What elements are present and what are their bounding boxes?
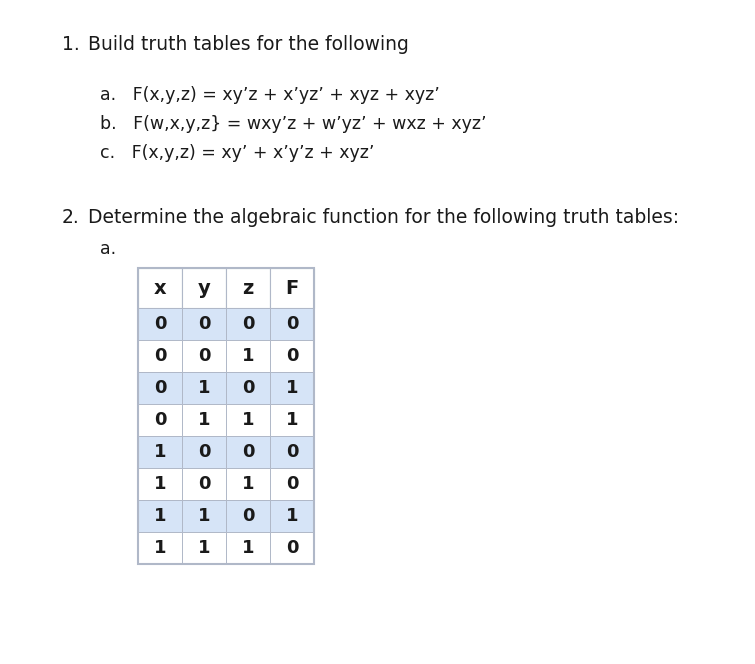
Bar	[138, 372, 182, 404]
Text: x: x	[154, 278, 166, 297]
Bar	[138, 340, 182, 372]
Text: 0: 0	[285, 443, 298, 461]
Text: b.   F(w,x,y,z} = wxy’z + w’yz’ + wxz + xyz’: b. F(w,x,y,z} = wxy’z + w’yz’ + wxz + xy…	[100, 115, 486, 133]
Bar	[226, 468, 270, 500]
Bar	[270, 532, 314, 564]
Bar	[182, 436, 226, 468]
Bar	[226, 500, 270, 532]
Text: z: z	[242, 278, 254, 297]
Bar	[270, 436, 314, 468]
Text: 1: 1	[198, 411, 210, 429]
Bar	[182, 372, 226, 404]
Text: 0: 0	[285, 475, 298, 493]
Text: 0: 0	[242, 315, 254, 333]
Bar	[270, 372, 314, 404]
Text: 0: 0	[285, 539, 298, 557]
Text: 1: 1	[154, 507, 166, 525]
Text: 0: 0	[154, 315, 166, 333]
Bar	[138, 404, 182, 436]
Bar	[138, 436, 182, 468]
Text: 1: 1	[154, 539, 166, 557]
Text: a.   F(x,y,z) = xy’z + x’yz’ + xyz + xyz’: a. F(x,y,z) = xy’z + x’yz’ + xyz + xyz’	[100, 86, 439, 104]
Text: 1: 1	[242, 475, 254, 493]
Text: 1: 1	[154, 443, 166, 461]
Bar	[226, 404, 270, 436]
Text: 0: 0	[198, 443, 210, 461]
Bar	[270, 308, 314, 340]
Bar	[182, 404, 226, 436]
Text: 0: 0	[198, 315, 210, 333]
Bar	[138, 308, 182, 340]
Bar	[182, 268, 226, 308]
Bar	[226, 372, 270, 404]
Text: 1: 1	[285, 379, 298, 397]
Text: 1: 1	[285, 411, 298, 429]
Bar	[270, 404, 314, 436]
Bar	[138, 500, 182, 532]
Bar	[138, 468, 182, 500]
Bar	[138, 532, 182, 564]
Text: 0: 0	[154, 411, 166, 429]
Bar	[270, 268, 314, 308]
Text: F: F	[285, 278, 299, 297]
Text: 0: 0	[242, 443, 254, 461]
Text: 1: 1	[242, 539, 254, 557]
Bar	[226, 340, 270, 372]
Bar	[270, 500, 314, 532]
Text: Determine the algebraic function for the following truth tables:: Determine the algebraic function for the…	[88, 208, 680, 227]
Text: 1.: 1.	[62, 35, 80, 54]
Text: y: y	[198, 278, 211, 297]
Bar	[226, 268, 270, 308]
Text: 0: 0	[242, 507, 254, 525]
Bar	[138, 268, 182, 308]
Text: 1: 1	[198, 507, 210, 525]
Text: 0: 0	[198, 347, 210, 365]
Text: 0: 0	[198, 475, 210, 493]
Text: 0: 0	[285, 315, 298, 333]
Bar	[138, 268, 314, 564]
Text: 0: 0	[242, 379, 254, 397]
Text: 1: 1	[242, 411, 254, 429]
Bar	[270, 468, 314, 500]
Bar	[182, 532, 226, 564]
Text: 1: 1	[198, 539, 210, 557]
Bar	[226, 436, 270, 468]
Bar	[182, 500, 226, 532]
Text: 1: 1	[198, 379, 210, 397]
Bar	[182, 308, 226, 340]
Text: a.: a.	[100, 240, 116, 258]
Bar	[182, 340, 226, 372]
Bar	[226, 308, 270, 340]
Text: 0: 0	[154, 379, 166, 397]
Text: 0: 0	[154, 347, 166, 365]
Text: 0: 0	[285, 347, 298, 365]
Bar	[226, 532, 270, 564]
Bar	[182, 468, 226, 500]
Text: 1: 1	[154, 475, 166, 493]
Text: 1: 1	[242, 347, 254, 365]
Text: c.   F(x,y,z) = xy’ + x’y’z + xyz’: c. F(x,y,z) = xy’ + x’y’z + xyz’	[100, 144, 374, 162]
Text: 2.: 2.	[62, 208, 80, 227]
Text: Build truth tables for the following: Build truth tables for the following	[88, 35, 409, 54]
Text: 1: 1	[285, 507, 298, 525]
Bar	[270, 340, 314, 372]
